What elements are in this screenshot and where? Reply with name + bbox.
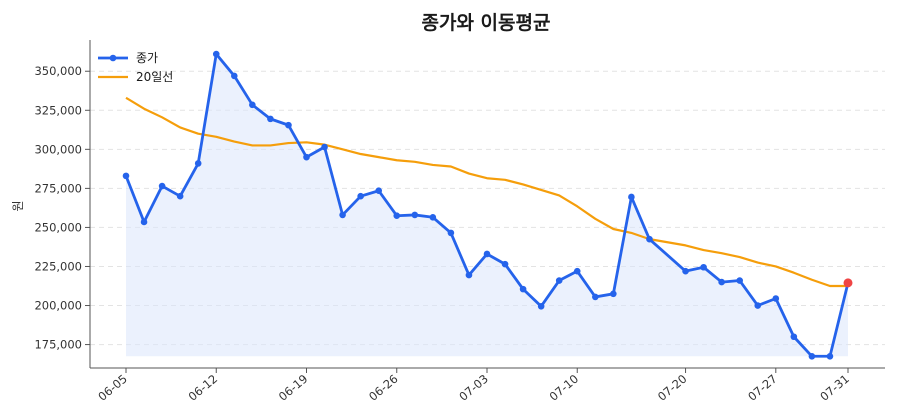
x-tick-label: 07-27 <box>745 372 780 404</box>
close-point <box>140 218 148 226</box>
close-point <box>176 192 184 200</box>
close-point <box>303 153 310 161</box>
close-point <box>411 211 419 219</box>
y-tick-label: 300,000 <box>34 142 82 156</box>
legend-close-label: 종가 <box>136 51 158 65</box>
x-axis-ticks: 06-05 06-12 06-19 06-26 07-03 07-10 07-20 07-27… <box>95 368 852 404</box>
y-tick-label: 350,000 <box>34 64 82 78</box>
series-layer <box>122 50 853 360</box>
close-point <box>573 267 581 275</box>
y-tick-label: 275,000 <box>34 181 82 195</box>
close-point <box>357 192 364 200</box>
close-point <box>790 333 798 341</box>
close-point <box>537 303 545 310</box>
y-tick-label: 325,000 <box>34 103 82 117</box>
close-point <box>339 211 346 219</box>
close-point <box>447 229 455 237</box>
x-tick-label: 06-05 <box>95 372 130 404</box>
x-tick-label: 07-20 <box>655 372 690 404</box>
x-tick-label: 06-26 <box>366 372 401 404</box>
close-line <box>124 52 850 358</box>
x-tick-label: 07-10 <box>547 372 582 404</box>
close-point <box>465 271 473 279</box>
legend-close-marker <box>109 54 117 62</box>
close-point <box>646 235 653 243</box>
last-close-point <box>843 278 853 288</box>
x-tick-label: 06-12 <box>186 372 221 404</box>
close-point <box>231 72 238 80</box>
close-point <box>501 260 509 268</box>
close-point <box>628 193 635 201</box>
close-point <box>122 172 130 180</box>
close-point <box>267 115 274 123</box>
close-point <box>519 285 527 293</box>
y-tick-label: 200,000 <box>34 299 82 313</box>
close-point <box>212 50 220 58</box>
close-point <box>194 160 202 167</box>
close-point <box>808 352 816 360</box>
close-point <box>718 278 725 286</box>
close-point <box>700 263 707 271</box>
close-area-fill <box>126 54 848 357</box>
close-point <box>285 121 292 129</box>
close-point <box>682 267 689 275</box>
close-point <box>826 352 834 360</box>
close-point <box>429 213 437 221</box>
close-point <box>592 293 599 301</box>
close-point <box>249 101 256 109</box>
close-point <box>736 277 743 284</box>
legend-ma20-label: 20일선 <box>136 70 173 84</box>
chart-title: 종가와 이동평균 <box>422 12 551 34</box>
close-point <box>772 295 780 302</box>
y-axis-ticks: 175,000 200,000 225,000 250,000 275,000 300,0… <box>34 64 90 352</box>
x-tick-label: 07-31 <box>817 372 852 404</box>
close-point <box>483 250 491 258</box>
area-fill-layer <box>126 54 848 357</box>
close-point <box>158 182 166 190</box>
y-tick-label: 250,000 <box>34 220 82 234</box>
close-point <box>375 187 383 195</box>
close-point <box>393 212 401 220</box>
x-tick-label: 06-19 <box>276 372 311 404</box>
x-tick-label: 07-03 <box>456 372 491 404</box>
y-tick-label: 225,000 <box>34 259 82 273</box>
close-point <box>754 302 762 309</box>
close-point <box>555 277 563 284</box>
ma20-line <box>125 96 848 288</box>
y-tick-label: 175,000 <box>34 338 82 352</box>
y-axis-label: 원 <box>11 200 25 211</box>
legend: 종가 20일선 <box>98 51 173 84</box>
close-point <box>610 290 617 298</box>
close-point <box>321 143 328 151</box>
